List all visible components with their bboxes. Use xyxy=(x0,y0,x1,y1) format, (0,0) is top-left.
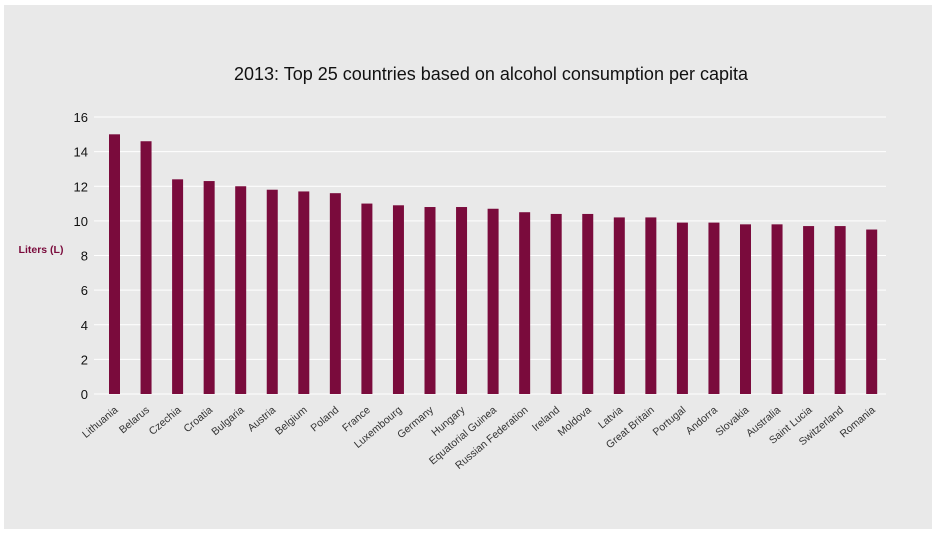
y-axis-ticks: 0 2 4 6 8 10 12 14 16 xyxy=(74,110,88,402)
y-tick-label: 14 xyxy=(74,145,88,160)
y-tick-label: 2 xyxy=(81,352,88,367)
bar-portugal xyxy=(676,222,688,394)
x-tick-label: Poland xyxy=(309,404,342,434)
y-tick-label: 10 xyxy=(74,214,88,229)
bar-great-britain xyxy=(645,217,657,394)
bar-equatorial-guinea xyxy=(487,208,499,394)
bar-saint-lucia xyxy=(803,226,815,394)
x-tick-label: Belarus xyxy=(117,404,152,436)
bar-belarus xyxy=(140,141,152,394)
bar-france xyxy=(361,203,373,394)
bar-ireland xyxy=(550,213,562,394)
bar-germany xyxy=(424,207,436,394)
bar-chart: 2013: Top 25 countries based on alcohol … xyxy=(19,64,886,472)
chart-background: 2013: Top 25 countries based on alcohol … xyxy=(4,5,932,529)
x-tick-label: Germany xyxy=(395,404,436,441)
bar-hungary xyxy=(456,207,468,394)
bar-slovakia xyxy=(740,224,751,394)
y-tick-label: 8 xyxy=(81,249,88,264)
x-tick-label: Lithuania xyxy=(80,404,120,441)
bar-russian-federation xyxy=(519,212,531,394)
y-tick-label: 0 xyxy=(81,387,88,402)
x-axis-ticks: LithuaniaBelarusCzechiaCroatiaBulgariaAu… xyxy=(80,404,878,472)
bar-poland xyxy=(329,193,341,394)
y-tick-label: 16 xyxy=(74,110,88,125)
chart-title: 2013: Top 25 countries based on alcohol … xyxy=(234,64,749,84)
bar-latvia xyxy=(613,217,625,394)
x-tick-label: Belgium xyxy=(273,404,310,438)
bar-belgium xyxy=(298,191,310,394)
y-tick-label: 4 xyxy=(81,318,88,333)
x-tick-label: Moldova xyxy=(556,404,594,439)
bars xyxy=(109,134,878,394)
x-tick-label: Bulgaria xyxy=(209,404,246,438)
bar-luxembourg xyxy=(392,205,404,394)
bar-moldova xyxy=(582,213,594,394)
bar-lithuania xyxy=(109,134,120,394)
x-tick-label: Portugal xyxy=(651,404,689,438)
x-tick-label: Czechia xyxy=(147,404,184,438)
bar-bulgaria xyxy=(235,186,247,394)
bar-andorra xyxy=(708,222,720,394)
bar-czechia xyxy=(172,179,184,394)
bar-australia xyxy=(771,224,783,394)
x-tick-label: Romania xyxy=(838,404,878,440)
y-axis-label: Liters (L) xyxy=(19,244,64,256)
bar-switzerland xyxy=(834,226,846,394)
bar-romania xyxy=(866,229,878,394)
y-tick-label: 6 xyxy=(81,283,88,298)
y-tick-label: 12 xyxy=(74,179,88,194)
bar-austria xyxy=(266,189,278,394)
bar-croatia xyxy=(203,181,215,394)
